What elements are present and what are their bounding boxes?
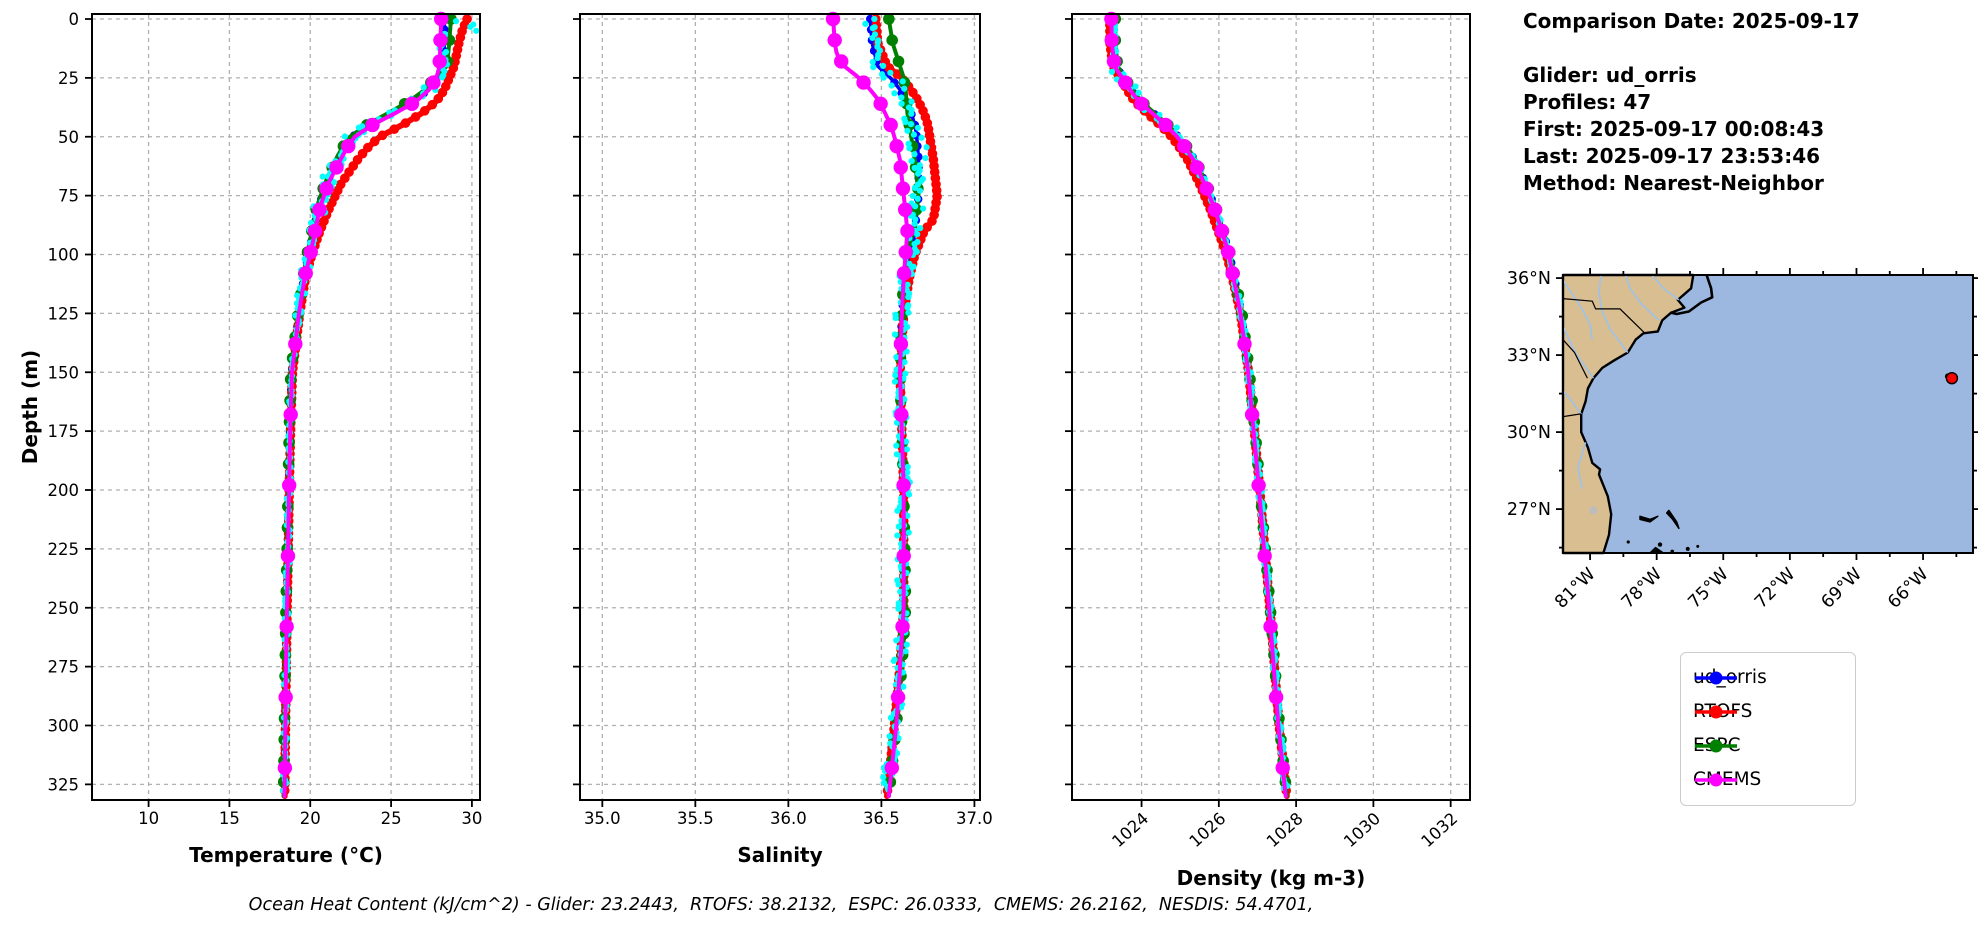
map-ticks <box>1556 268 1978 560</box>
small-island <box>1626 540 1630 544</box>
grid <box>1072 14 1470 800</box>
legend-item-ud_orris: ud_orris <box>1693 661 1845 695</box>
panel-frame <box>579 13 981 801</box>
temperature-axis-label: Temperature (°C) <box>189 843 383 867</box>
legend-line-marker-icon <box>1695 671 1737 685</box>
state-border <box>1562 298 1645 334</box>
depth-tick-label: 325 <box>48 775 80 794</box>
series-CMEMS <box>277 11 449 799</box>
map-lat-label: 30°N <box>1507 423 1551 443</box>
density-x-tick-label: 1030 <box>1340 809 1384 851</box>
location-map: 36°N33°N30°N27°N81°W 78°W 75°W 72°W 69°W 66°W <box>1507 268 1978 613</box>
map-lat-label: 33°N <box>1507 346 1551 366</box>
temperature-x-tick-label: 20 <box>300 809 321 828</box>
depth-tick-label: 100 <box>48 246 80 265</box>
small-island <box>1696 544 1700 548</box>
river <box>1562 390 1582 415</box>
density-profile-panel: 1024 1026 1028 1030 1032 <box>1065 11 1471 851</box>
axis-ticks <box>85 18 473 807</box>
density-axis-label: Density (kg m-3) <box>1176 866 1366 890</box>
legend-line-marker-icon <box>1695 773 1737 787</box>
depth-tick-label: 175 <box>48 422 80 441</box>
river <box>1562 280 1594 340</box>
glider-raw-scatter <box>862 15 930 793</box>
river <box>1624 274 1660 321</box>
map-frame <box>1562 274 1974 554</box>
depth-tick-label: 125 <box>48 304 80 323</box>
profiles-count: Profiles: 47 <box>1523 90 1652 114</box>
first-profile-time: First: 2025-09-17 00:08:43 <box>1523 117 1825 141</box>
glider-raw-scatter <box>1108 15 1291 792</box>
bahamas-island <box>1665 509 1680 530</box>
bahamas-island <box>1639 515 1659 523</box>
salinity-x-tick-label: 35.5 <box>677 809 714 828</box>
legend-line-marker-icon <box>1695 739 1737 753</box>
legend-line-marker-icon <box>1695 705 1737 719</box>
map-lat-label: 36°N <box>1507 269 1551 289</box>
panel-frame <box>1071 13 1471 801</box>
coastline-land <box>1561 273 1695 555</box>
depth-axis-label: Depth (m) <box>18 349 42 465</box>
comparison-date: Comparison Date: 2025-09-17 <box>1523 9 1860 33</box>
outer-banks-coastline <box>1670 274 1714 316</box>
depth-tick-label: 0 <box>69 10 80 29</box>
series-ud_orris <box>1109 14 1290 794</box>
axis-ticks <box>1065 18 1452 807</box>
depth-tick-label: 225 <box>48 540 80 559</box>
temperature-x-tick-label: 25 <box>381 809 402 828</box>
glider-name: Glider: ud_orris <box>1523 63 1697 87</box>
depth-tick-label: 150 <box>48 363 80 382</box>
salinity-axis-label: Salinity <box>737 843 823 867</box>
depth-tick-label: 275 <box>48 658 80 677</box>
salinity-x-tick-label: 36.0 <box>770 809 807 828</box>
spacer <box>1523 35 1860 62</box>
river <box>1651 274 1680 301</box>
legend-item-CMEMS: CMEMS <box>1693 763 1845 797</box>
series-CMEMS <box>1104 11 1290 799</box>
last-profile-time: Last: 2025-09-17 23:53:46 <box>1523 144 1821 168</box>
legend: ud_orrisRTOFSESPCCMEMS <box>1680 652 1856 806</box>
map-lat-label: 27°N <box>1507 500 1551 520</box>
state-border <box>1562 413 1581 418</box>
panel-frame <box>91 13 481 801</box>
depth-tick-label: 200 <box>48 481 80 500</box>
river <box>1562 326 1595 379</box>
density-x-tick-label: 1024 <box>1108 809 1152 851</box>
salinity-x-tick-label: 36.5 <box>863 809 900 828</box>
legend-item-RTOFS: RTOFS <box>1693 695 1845 729</box>
depth-tick-label: 250 <box>48 599 80 618</box>
metadata-block: Comparison Date: 2025-09-17 Glider: ud_o… <box>1523 8 1860 197</box>
lake-okeechobee <box>1589 506 1598 515</box>
density-x-tick-label: 1028 <box>1263 809 1307 851</box>
river <box>1577 442 1587 489</box>
depth-tick-label: 300 <box>48 717 80 736</box>
depth-tick-label: 25 <box>58 69 79 88</box>
density-x-tick-label: 1026 <box>1186 809 1230 851</box>
state-border <box>1562 339 1588 379</box>
depth-tick-label: 75 <box>58 187 79 206</box>
salinity-profile-panel: 35.0 35.5 36.0 36.5 37.0 <box>573 11 993 828</box>
series-CMEMS <box>825 11 915 799</box>
depth-tick-label: 50 <box>58 128 79 147</box>
grid <box>580 14 980 800</box>
temperature-profile-panel: 10 15 20 25 30025507510012515017520022525027… <box>48 10 483 828</box>
small-island <box>1657 542 1663 547</box>
small-island <box>1685 546 1690 551</box>
ocean-heat-content-caption: Ocean Heat Content (kJ/cm^2) - Glider: 2… <box>248 895 1314 915</box>
density-x-tick-label: 1032 <box>1417 809 1461 851</box>
salinity-x-tick-label: 37.0 <box>956 809 993 828</box>
temperature-x-tick-label: 10 <box>138 809 159 828</box>
temperature-x-tick-label: 15 <box>219 809 240 828</box>
glider-location-marker <box>1945 371 1959 385</box>
series-ESPC <box>1109 13 1292 799</box>
method: Method: Nearest-Neighbor <box>1523 171 1824 195</box>
axis-ticks <box>573 18 976 807</box>
salinity-x-tick-label: 35.0 <box>584 809 621 828</box>
temperature-x-tick-label: 30 <box>461 809 482 828</box>
series-RTOFS <box>279 14 472 800</box>
series-RTOFS <box>1105 14 1292 800</box>
legend-item-ESPC: ESPC <box>1693 729 1845 763</box>
